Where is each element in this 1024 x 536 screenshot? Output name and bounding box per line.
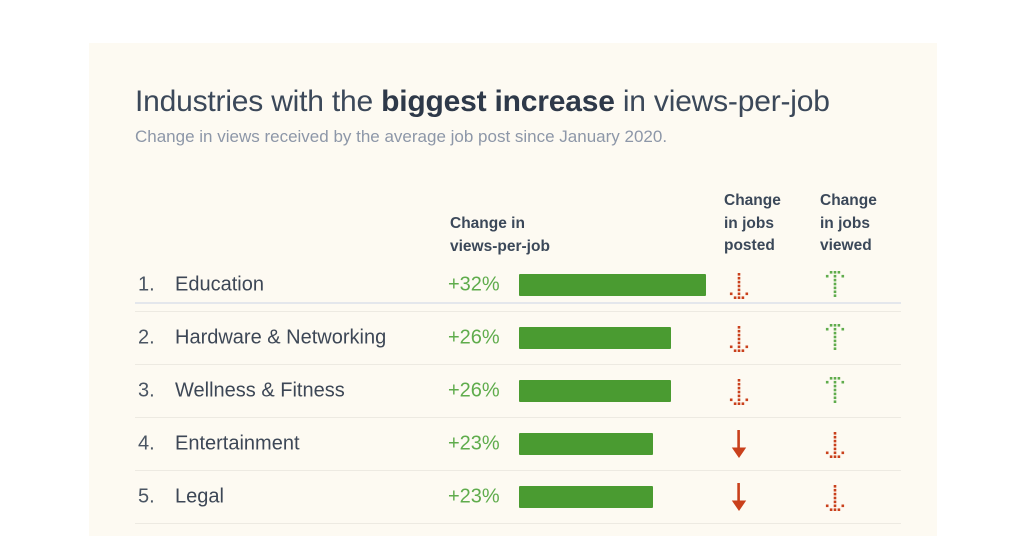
row-rank: 3. xyxy=(138,379,155,402)
row-bar-track xyxy=(519,380,729,402)
row-industry-name: Legal xyxy=(175,485,224,508)
column-header-change-jobs-posted: Change in jobs posted xyxy=(724,192,781,254)
table-row: 4. Entertainment +23% xyxy=(135,418,901,471)
table-header-row: Change in views-per-job Change in jobs p… xyxy=(135,173,901,304)
row-bar-track xyxy=(519,486,729,508)
row-bar-fill xyxy=(519,486,653,508)
row-bar-track xyxy=(519,327,729,349)
column-header-change-jobs-viewed: Change in jobs viewed xyxy=(820,192,877,254)
row-industry-name: Entertainment xyxy=(175,432,300,455)
title-part-1: Industries with the xyxy=(135,85,382,118)
row-bar-fill xyxy=(519,327,671,349)
arrow-down-dotted-icon xyxy=(719,324,759,352)
row-change-percent: +26% xyxy=(448,379,500,402)
row-change-percent: +23% xyxy=(448,485,500,508)
page-title: Industries with the biggest increase in … xyxy=(135,85,830,119)
row-change-percent: +23% xyxy=(448,432,500,455)
table-row: 3. Wellness & Fitness +26% xyxy=(135,365,901,418)
arrow-down-dotted-icon xyxy=(719,271,759,299)
row-bar-fill xyxy=(519,274,706,296)
rankings-table: Change in views-per-job Change in jobs p… xyxy=(135,173,901,524)
header-divider xyxy=(135,302,901,304)
table-row: 1. Education +32% xyxy=(135,259,901,312)
arrow-down-dotted-icon xyxy=(815,483,855,511)
arrow-down-dotted-icon xyxy=(815,430,855,458)
table-body: 1. Education +32% 2. Hardware & Networki… xyxy=(135,259,901,524)
arrow-down-solid-icon xyxy=(719,481,759,513)
title-part-2: in views-per-job xyxy=(614,85,830,118)
row-bar-fill xyxy=(519,380,671,402)
row-rank: 1. xyxy=(138,273,155,296)
title-emphasis: biggest increase xyxy=(381,85,615,118)
row-rank: 2. xyxy=(138,326,155,349)
row-bar-track xyxy=(519,274,729,296)
row-rank: 5. xyxy=(138,485,155,508)
page-subtitle: Change in views received by the average … xyxy=(135,127,668,146)
row-rank: 4. xyxy=(138,432,155,455)
arrow-up-dotted-icon xyxy=(815,324,855,352)
row-bar-track xyxy=(519,433,729,455)
table-row: 2. Hardware & Networking +26% xyxy=(135,312,901,365)
arrow-down-dotted-icon xyxy=(719,377,759,405)
row-change-percent: +32% xyxy=(448,273,500,296)
table-row: 5. Legal +23% xyxy=(135,471,901,524)
row-change-percent: +26% xyxy=(448,326,500,349)
arrow-up-dotted-icon xyxy=(815,271,855,299)
row-industry-name: Wellness & Fitness xyxy=(175,379,345,402)
infographic-card: Industries with the biggest increase in … xyxy=(89,43,937,536)
row-industry-name: Education xyxy=(175,273,264,296)
row-industry-name: Hardware & Networking xyxy=(175,326,387,349)
row-bar-fill xyxy=(519,433,653,455)
arrow-down-solid-icon xyxy=(719,428,759,460)
arrow-up-dotted-icon xyxy=(815,377,855,405)
column-header-change-views-per-job: Change in views-per-job xyxy=(450,215,550,255)
